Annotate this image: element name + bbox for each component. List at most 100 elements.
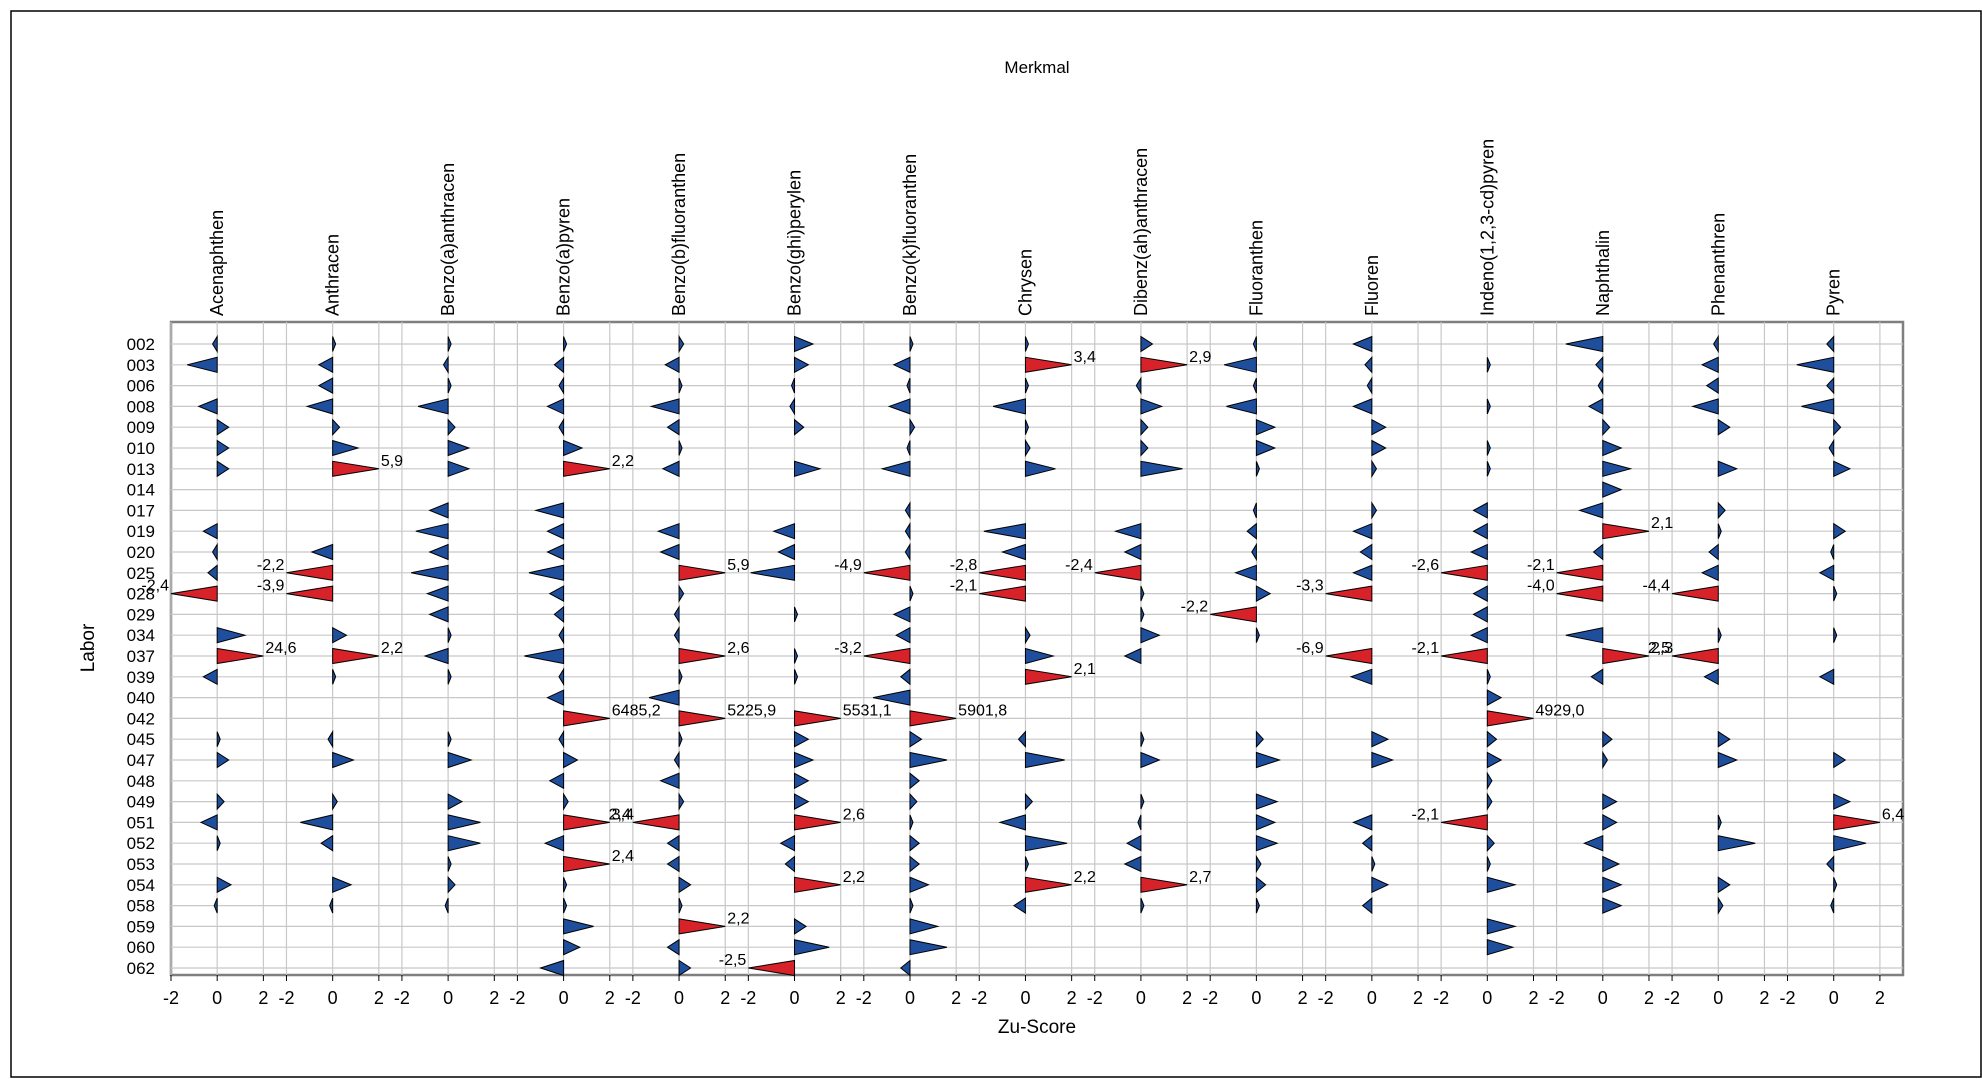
data-mark-054 [678,876,692,894]
data-mark-052 [1126,834,1142,852]
x-tick-label: -2 [394,988,410,1008]
data-mark-054 [1717,876,1731,894]
outlier-mark-028 [1671,585,1719,602]
row-label-010: 010 [127,439,155,458]
x-tick-label: 0 [1367,988,1377,1008]
x-tick-label: -2 [278,988,294,1008]
data-mark-019 [415,523,449,540]
data-mark-006 [1252,377,1257,394]
data-label-062: -2,5 [719,952,747,969]
x-tick-label: -2 [856,988,872,1008]
data-mark-003 [1364,356,1373,374]
x-tick-label: -2 [625,988,641,1008]
data-mark-025 [750,564,796,581]
data-mark-039 [899,668,911,686]
x-tick-label: 2 [1298,988,1308,1008]
data-mark-020 [1251,542,1257,562]
data-mark-052 [447,835,481,852]
data-mark-002 [794,335,815,353]
x-axis-label: Zu-Score [998,1017,1076,1038]
data-mark-020 [659,543,680,561]
data-mark-039 [332,669,337,685]
outlier-mark-013 [332,460,379,477]
x-tick-label: 0 [1598,988,1608,1008]
row-label-034: 034 [127,626,155,645]
data-mark-048 [909,772,921,790]
outlier-mark-042 [794,710,841,727]
data-mark-002 [447,336,452,352]
row-label-045: 045 [127,730,155,749]
data-mark-048 [1486,771,1493,791]
data-mark-053 [1123,855,1142,873]
data-label-025: -2,1 [1527,557,1555,574]
data-mark-010 [563,439,584,457]
data-mark-054 [1371,876,1390,894]
data-mark-019 [1833,522,1847,540]
feature-header: Benzo(k)fluoranthen [900,154,920,316]
data-mark-008 [1486,398,1491,415]
data-mark-045 [1486,730,1498,748]
data-mark-037 [524,647,565,665]
data-mark-058 [329,897,334,914]
data-label-025: 5,9 [727,557,749,574]
data-mark-062 [678,959,692,977]
data-mark-019 [1352,522,1373,540]
outlier-mark-054 [1024,876,1072,893]
data-mark-045 [1140,731,1145,747]
x-tick-label: 2 [1182,988,1192,1008]
data-mark-039 [558,667,565,687]
x-tick-label: 0 [443,988,453,1008]
outlier-mark-025 [1556,564,1604,581]
data-mark-009 [1140,418,1149,436]
data-mark-052 [320,834,334,852]
x-tick-label: -2 [1202,988,1218,1008]
data-mark-039 [794,669,799,685]
outlier-mark-028 [1325,585,1373,602]
data-mark-047 [1717,751,1739,769]
row-label-059: 059 [127,917,155,936]
data-label-042: 6485,2 [612,702,661,719]
data-mark-047 [1255,751,1282,769]
data-mark-040 [872,689,911,706]
data-mark-039 [447,669,452,685]
data-mark-047 [1833,751,1847,769]
data-mark-051 [1602,814,1618,831]
data-mark-003 [187,356,218,373]
row-label-006: 006 [127,377,155,396]
data-mark-020 [428,543,449,561]
data-mark-034 [1255,627,1260,643]
outlier-mark-051 [632,814,680,831]
data-mark-008 [305,398,334,415]
data-mark-058 [213,897,218,914]
outlier-mark-054 [794,876,841,893]
outlier-mark-062 [748,959,796,977]
x-tick-label: -2 [1549,988,1565,1008]
row-label-019: 019 [127,522,155,541]
data-mark-008 [1801,398,1835,415]
data-mark-020 [1592,543,1604,561]
outlier-mark-028 [286,585,334,602]
y-axis-label: Labor [78,623,99,672]
row-label-051: 051 [127,813,155,832]
data-mark-060 [1486,939,1515,956]
data-label-028: -3,3 [1296,578,1324,595]
x-tick-label: 2 [1413,988,1423,1008]
row-label-042: 042 [127,709,155,728]
outlier-mark-025 [1094,564,1142,581]
data-mark-020 [1830,544,1835,560]
outlier-mark-028 [1556,585,1604,602]
data-label-037: -6,9 [1296,640,1324,657]
data-mark-034 [216,627,247,644]
data-mark-049 [1140,793,1145,810]
data-mark-006 [1826,376,1835,395]
data-mark-060 [794,939,830,956]
data-mark-019 [904,521,911,541]
row-label-037: 037 [127,647,155,666]
row-label-014: 014 [127,481,155,500]
data-mark-017 [533,502,565,519]
data-mark-034 [558,625,565,645]
data-mark-025 [528,564,565,581]
data-mark-059 [1486,918,1517,935]
x-tick-label: 0 [212,988,222,1008]
